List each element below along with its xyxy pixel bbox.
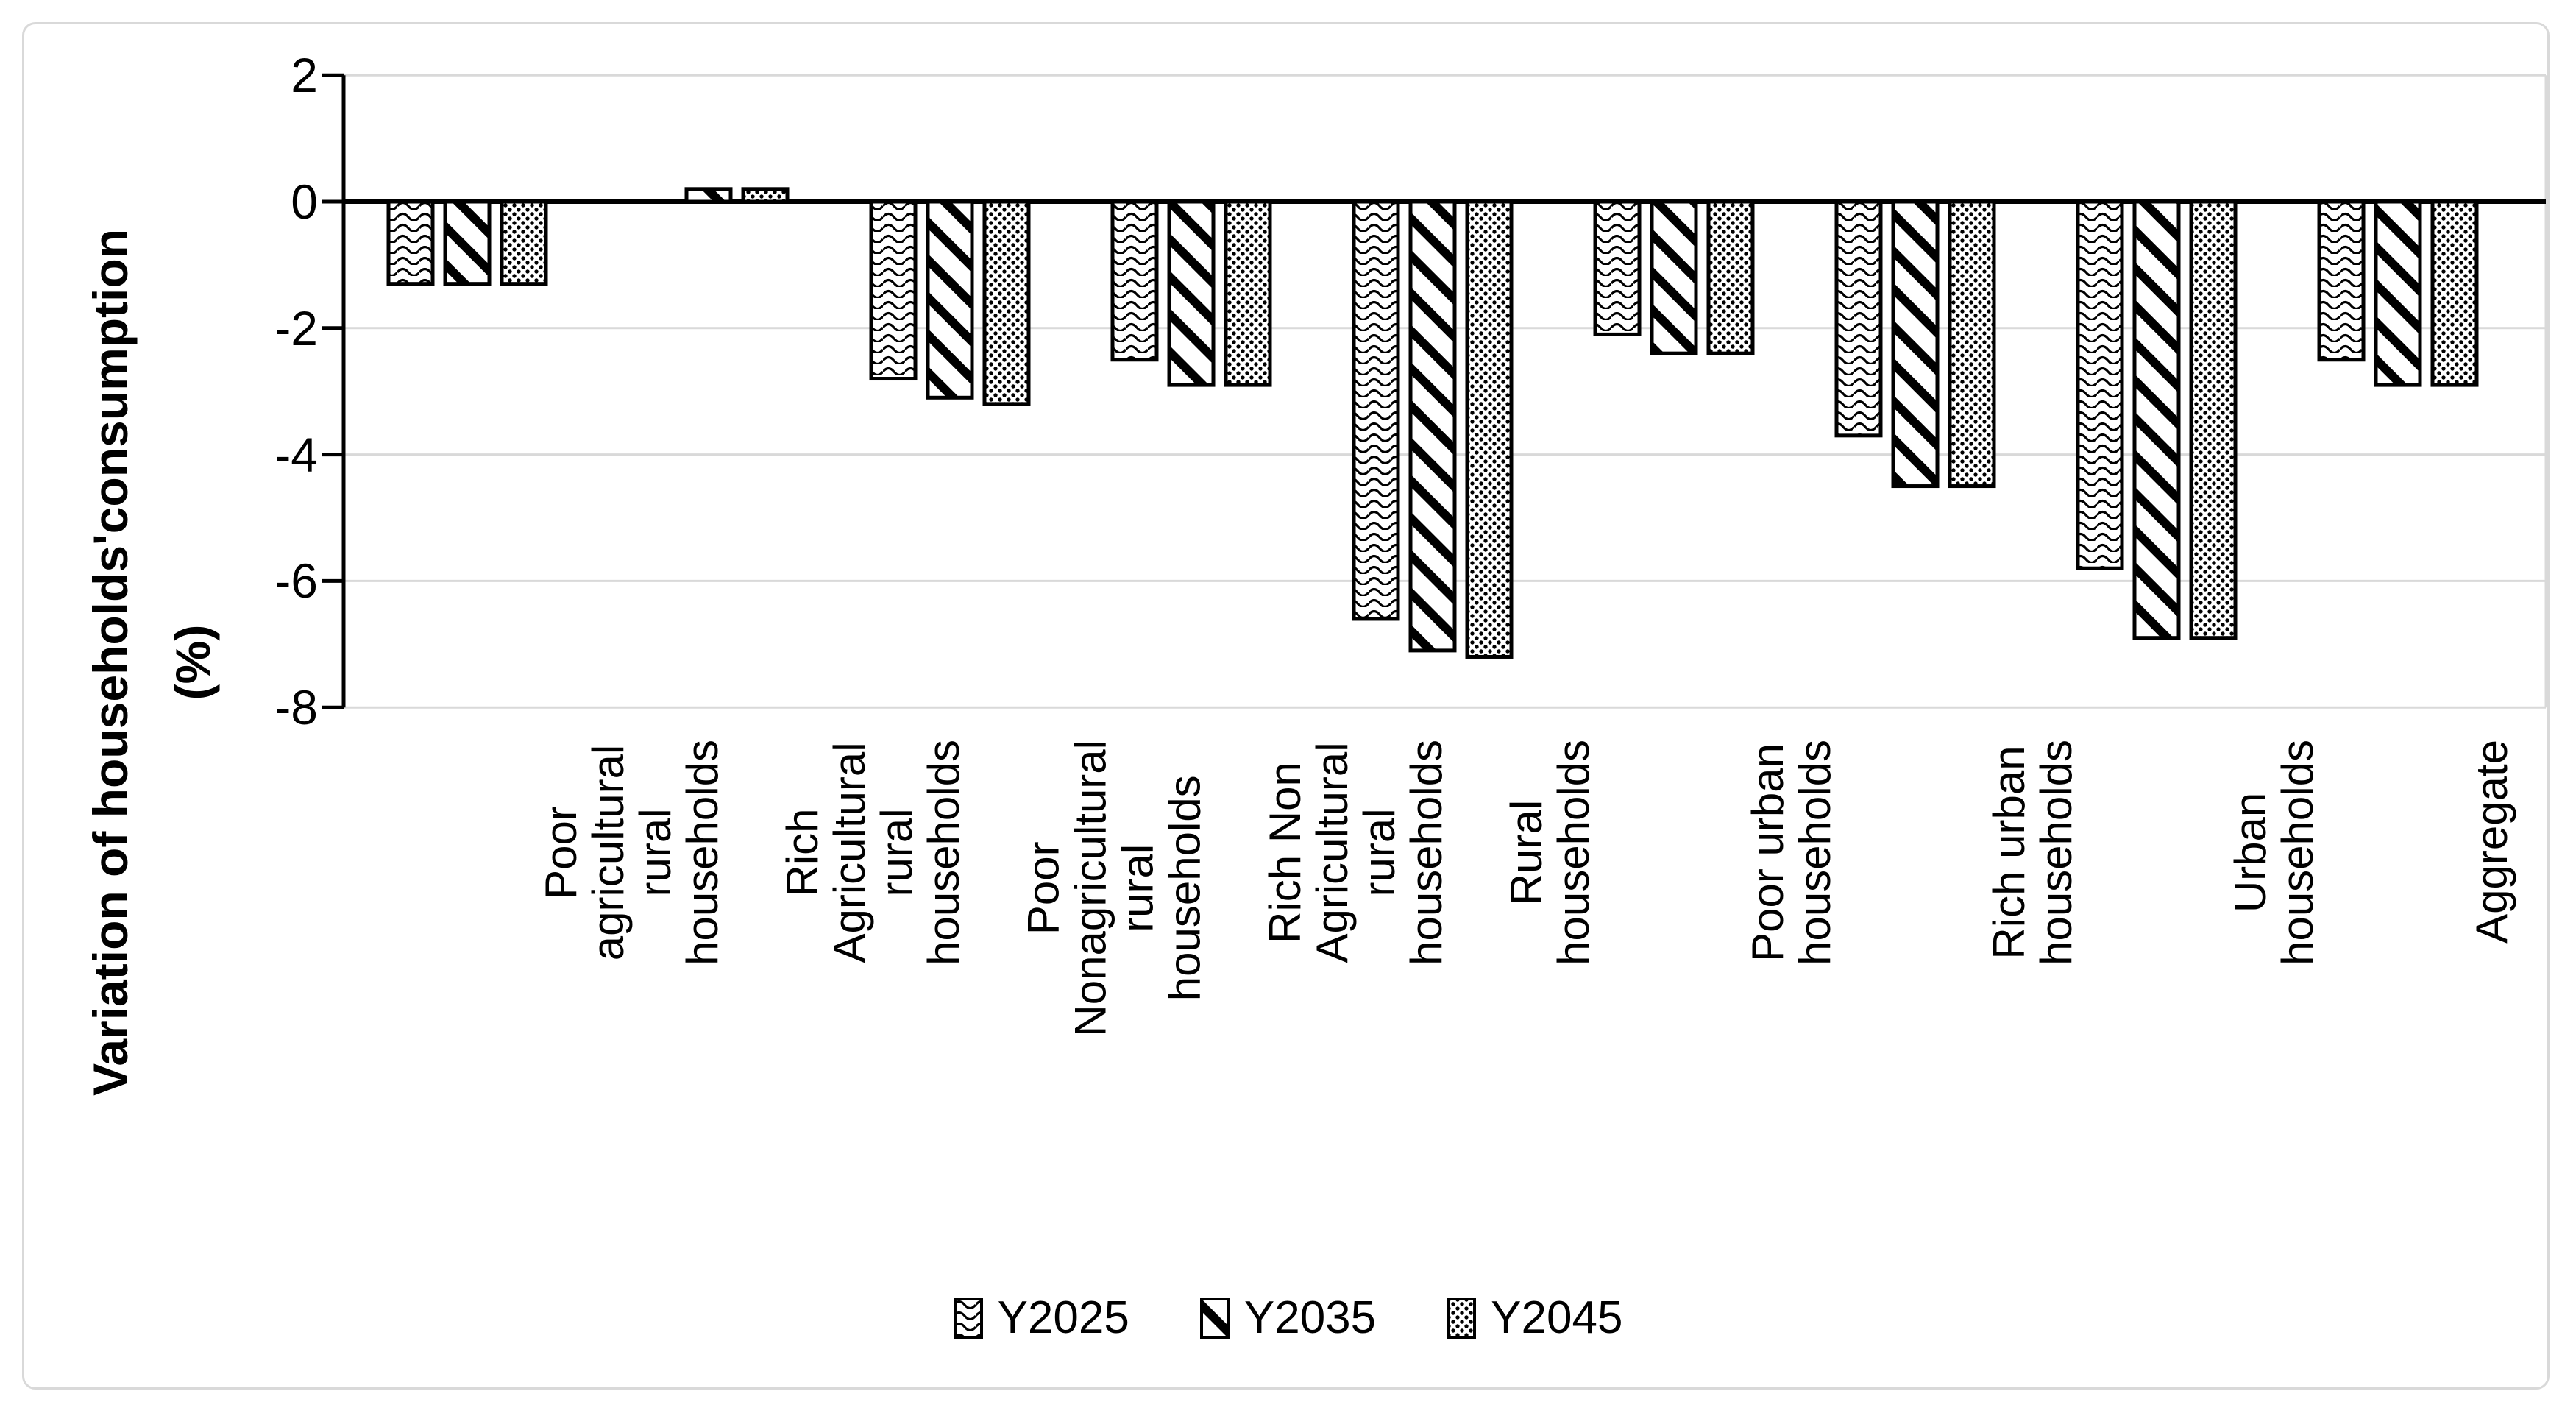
legend-label: Y2035 — [1243, 1292, 1377, 1343]
bar-y2025-group7 — [1834, 199, 1883, 438]
category-label: Poor urban households — [1743, 740, 1839, 966]
category-label: Aggregate — [2467, 740, 2516, 944]
bar-y2045-group9 — [2430, 199, 2479, 387]
y-tick-label: -4 — [274, 427, 318, 482]
y-axis-title: Variation of households'consumption (%) — [83, 228, 220, 1097]
bar-y2035-group3 — [926, 199, 974, 400]
bar-y2045-group8 — [2189, 199, 2238, 640]
legend-label: Y2045 — [1491, 1292, 1623, 1343]
category-label: Rich Agricultural rural households — [778, 740, 968, 966]
y-tick-label: -6 — [274, 553, 318, 609]
bar-y2025-group9 — [2317, 199, 2366, 362]
bar-y2045-group1 — [500, 199, 548, 286]
category-label: Rich urban households — [1984, 740, 2081, 966]
y-tick-label: -8 — [274, 680, 318, 735]
bar-y2025-group4 — [1110, 199, 1159, 362]
legend-swatch-wave — [953, 1298, 983, 1339]
bar-y2025-group1 — [386, 199, 435, 286]
category-label: Poor Nonagricultural rural households — [1019, 740, 1210, 1037]
figure-border — [22, 22, 2550, 1390]
legend-swatch-dots — [1447, 1298, 1477, 1339]
category-label: Rich Non Agricultural rural households — [1260, 740, 1451, 966]
bar-y2035-group6 — [1650, 199, 1698, 355]
bar-y2035-group8 — [2132, 199, 2181, 640]
bars — [386, 187, 2479, 659]
bar-y2025-group5 — [1352, 199, 1400, 621]
bar-y2045-group6 — [1706, 199, 1755, 355]
bar-y2045-group2 — [741, 187, 790, 204]
category-label: Poor agricultural rural households — [536, 740, 727, 966]
bar-y2025-group8 — [2076, 199, 2124, 570]
bar-y2045-group5 — [1465, 199, 1514, 659]
category-label: Urban households — [2226, 740, 2322, 966]
bar-y2035-group9 — [2374, 199, 2422, 387]
bar-y2035-group5 — [1408, 199, 1457, 653]
y-tick-label: -2 — [274, 300, 318, 355]
bar-y2045-group4 — [1224, 199, 1272, 387]
y-tick-label: 2 — [291, 48, 318, 103]
y-tick-label: 0 — [291, 174, 318, 229]
legend: Y2025 Y2035 Y2045 — [0, 1292, 2576, 1344]
bar-y2035-group7 — [1891, 199, 1940, 489]
bar-y2035-group1 — [443, 199, 492, 286]
legend-item-y2035: Y2035 — [1199, 1292, 1377, 1344]
legend-swatch-diagonal — [1199, 1298, 1230, 1339]
legend-item-y2045: Y2045 — [1447, 1292, 1622, 1344]
legend-item-y2025: Y2025 — [953, 1292, 1129, 1344]
bar-y2035-group2 — [684, 187, 733, 204]
legend-label: Y2025 — [997, 1292, 1129, 1343]
category-label: Rural households — [1502, 739, 1598, 966]
bar-y2045-group3 — [982, 199, 1031, 406]
bar-y2025-group3 — [869, 199, 918, 381]
bar-y2035-group4 — [1167, 199, 1216, 387]
bar-y2025-group6 — [1593, 199, 1642, 336]
bar-y2045-group7 — [1948, 199, 1996, 489]
